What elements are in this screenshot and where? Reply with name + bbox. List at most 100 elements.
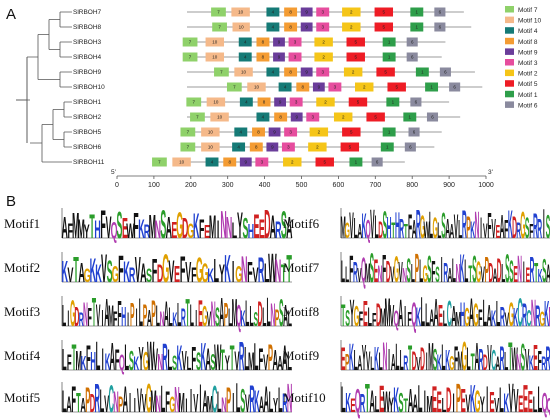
motif-box-3 xyxy=(284,127,298,137)
logo-letter: D xyxy=(258,295,263,334)
logo-letter: A xyxy=(110,335,116,378)
logo-letter: K xyxy=(416,303,421,333)
logo-letter: A xyxy=(408,383,414,420)
logo-letter: Y xyxy=(480,392,485,417)
logo-letter: L xyxy=(400,345,404,377)
logo-letter: G xyxy=(509,297,515,334)
logo-letter: R xyxy=(443,257,448,289)
motif-logo-sequence: L K E QR T A L EWY K S T A A L I ME E L D I P E V KG Y I E V L K V V E E E… xyxy=(341,376,550,420)
logo-letter: F xyxy=(117,293,121,335)
motif-box-number: 4 xyxy=(211,160,214,165)
gene-label: SlRBOH4 xyxy=(73,54,102,61)
logo-letter: S xyxy=(546,209,550,246)
logo-letter: L xyxy=(368,303,372,333)
logo-letter: L xyxy=(501,259,505,288)
gene-label: SlRBOH1 xyxy=(73,99,102,106)
logo-letter: P xyxy=(345,350,349,376)
logo-letter: K xyxy=(529,352,534,375)
motif-box-1 xyxy=(425,82,439,92)
gene-row: SlRBOH8 7 10 4 8 9 3 2 5 1 6 xyxy=(73,22,472,32)
logo-letter: F xyxy=(372,310,377,331)
logo-letter: I xyxy=(199,377,201,420)
logo-letter: S xyxy=(240,383,245,420)
motif-logo-label: Motif4 xyxy=(4,348,41,363)
legend-label: Motif 4 xyxy=(518,28,538,35)
logo-letter: S xyxy=(117,204,123,247)
logo-letter: R xyxy=(541,354,546,375)
logo-letter: F xyxy=(113,308,117,331)
logo-letter: K xyxy=(241,307,246,331)
logo-letter: G xyxy=(462,335,467,380)
logo-letter: E xyxy=(363,295,368,334)
motif-box-9 xyxy=(290,112,303,122)
motif-logo-label: Motif6 xyxy=(283,216,320,231)
motif-box-number: 5 xyxy=(395,85,398,90)
logo-letter: T xyxy=(408,339,412,378)
motif-box-4 xyxy=(238,52,252,62)
motif-box-2 xyxy=(342,22,361,32)
logo-letter: H xyxy=(395,205,400,247)
motif-box-7 xyxy=(152,157,167,167)
motif-box-5 xyxy=(340,142,360,152)
logo-letter: N xyxy=(517,247,522,290)
logo-letter: Q xyxy=(111,217,118,243)
motif-box-number: 2 xyxy=(318,130,321,135)
motif-box-number: 8 xyxy=(262,55,265,60)
gene-row: SlRBOH11 7 10 4 8 9 3 2 5 1 6 xyxy=(73,157,405,167)
motif-box-number: 1 xyxy=(392,100,395,105)
legend-swatch xyxy=(505,80,514,87)
logo-letter: F xyxy=(258,341,263,377)
motif-box-number: 10 xyxy=(213,100,219,105)
logo-letter: L xyxy=(228,303,232,332)
logo-letter: W xyxy=(126,220,135,243)
logo-letter: R xyxy=(79,310,84,331)
logo-letter: P xyxy=(456,376,461,420)
logo-letter: F xyxy=(67,351,72,375)
gene-row: SlRBOH1 7 10 4 8 9 3 2 5 1 6 xyxy=(73,97,450,107)
logo-letter: V xyxy=(106,209,112,244)
logo-letter: S xyxy=(107,253,113,288)
logo-letter: R xyxy=(403,353,408,376)
logo-letter: V xyxy=(357,264,362,287)
logo-letter: S xyxy=(210,349,215,376)
logo-letter: F xyxy=(504,215,508,244)
logo-letter: G xyxy=(84,265,91,287)
motif-logo-sequence: T S Y G F E L F DMM V Q A I F Q K L L A A E L C AMH G A G F L A K L R V G K… xyxy=(341,290,550,336)
motif-box-number: 3 xyxy=(321,70,324,75)
logo-letter: D xyxy=(512,209,517,245)
logo-letter: A xyxy=(500,209,505,246)
logo-letter: F xyxy=(100,203,105,247)
axis-tick-label: 900 xyxy=(443,182,455,189)
logo-letter: F xyxy=(408,209,412,246)
motif-box-number: 4 xyxy=(244,55,247,60)
logo-letter: M xyxy=(209,209,216,246)
logo-letter: E xyxy=(174,261,180,287)
motif-box-number: 8 xyxy=(262,40,265,45)
logo-letter: F xyxy=(71,379,76,420)
logo-letter: L xyxy=(287,347,292,377)
logo-letter: N xyxy=(382,335,387,380)
logo-letter: W xyxy=(511,341,517,377)
motif-box-number: 3 xyxy=(334,85,337,90)
logo-letter: L xyxy=(264,259,270,288)
logo-letter: T xyxy=(404,221,408,244)
logo-letter: A xyxy=(469,291,474,336)
logo-letter: V xyxy=(263,350,268,375)
logo-letter: A xyxy=(219,290,224,336)
logo-letter: L xyxy=(379,347,383,376)
logo-letter: A xyxy=(140,259,147,289)
axis-tick-label: 200 xyxy=(185,182,197,189)
logo-letter: Y xyxy=(225,353,230,376)
logo-letter: K xyxy=(201,335,207,379)
motif-box-3 xyxy=(288,52,302,62)
gene-label: SlRBOH7 xyxy=(73,9,102,16)
logo-letter: V xyxy=(96,297,101,333)
logo-letter: N xyxy=(157,348,163,375)
logo-letter: S xyxy=(407,253,411,290)
gene-label: SlRBOH9 xyxy=(73,69,102,76)
logo-letter: C xyxy=(526,306,531,332)
logo-letter: F xyxy=(247,256,253,288)
logo-letter: Y xyxy=(362,339,367,378)
logo-letter: R xyxy=(162,335,168,378)
logo-letter: V xyxy=(101,248,107,292)
